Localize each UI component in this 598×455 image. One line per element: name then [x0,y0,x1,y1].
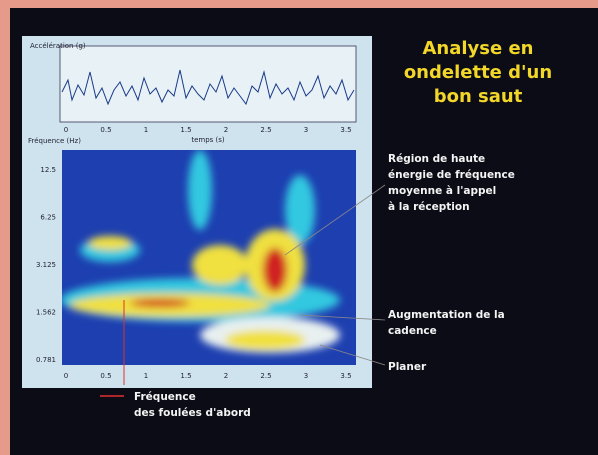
axis-label: 0 [64,372,68,380]
axis-label: 0 [64,126,68,134]
axis-label: 12.5 [40,166,56,174]
scalogram [62,150,356,365]
annotation: Augmentation de la [388,309,505,321]
acceleration-signal [61,69,355,106]
axis-label: 0.781 [36,356,56,364]
axis-label: 3.5 [340,126,351,134]
axis-label: 2 [224,372,228,380]
axis-label: 3 [304,126,308,134]
axis-label: 3 [304,372,308,380]
axis-label: 1.5 [180,126,191,134]
axis-label: 1.5 [180,372,191,380]
axis-label: 0.5 [100,126,111,134]
annotation: à la réception [388,201,470,213]
axis-label: 2.5 [260,126,271,134]
axis-label: 1 [144,126,148,134]
axis-label: 2.5 [260,372,271,380]
slide-title: bon saut [434,86,523,107]
annotation: Fréquence [134,391,196,403]
leader-line [299,314,386,321]
axis-label: 2 [224,126,228,134]
leader-line [319,344,386,366]
annotation: des foulées d'abord [134,407,251,419]
annotation: Planer [388,361,427,373]
annotation: Région de haute [388,153,485,165]
axis-label: 1 [144,372,148,380]
axis-label: 6.25 [40,214,56,222]
annotation: énergie de fréquence [388,169,515,181]
annotation: cadence [388,325,437,337]
axis-label: 3.125 [36,261,56,269]
axis-label: 3.5 [340,372,351,380]
annotation: moyenne à l'appel [388,185,496,197]
axis-label: Accélération (g) [30,42,86,50]
axis-label: 1.562 [36,309,56,317]
axis-label: Fréquence (Hz) [28,137,81,145]
slide-title: ondelette d'un [404,62,552,83]
acceleration-plot [59,45,357,123]
axis-label: temps (s) [191,136,225,144]
leader-line [284,184,386,256]
slide-title: Analyse en [422,38,533,59]
axis-label: 0.5 [100,372,111,380]
